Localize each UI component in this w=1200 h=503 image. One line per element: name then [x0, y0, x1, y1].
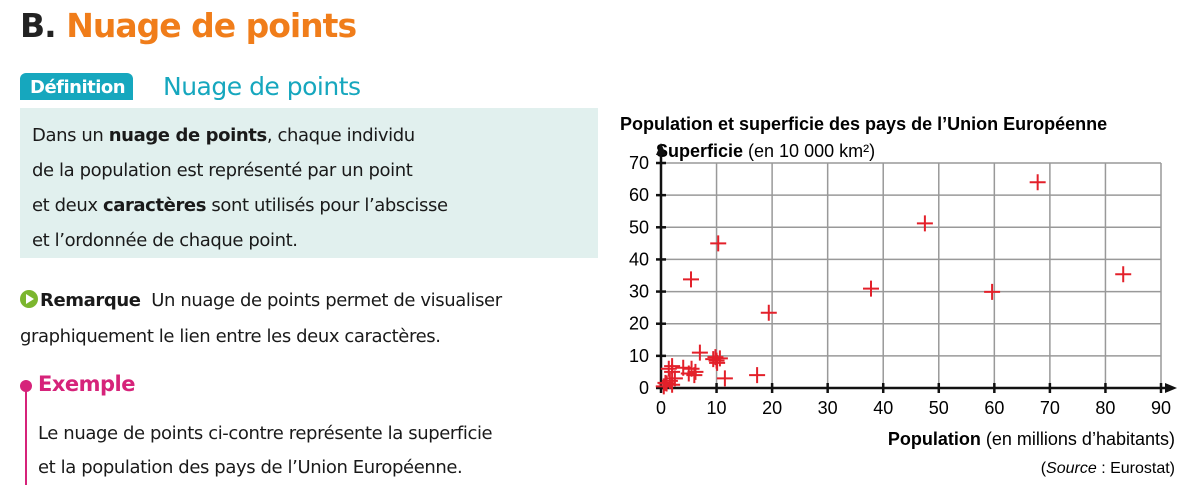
x-tick-label: 0 — [656, 398, 666, 418]
example-bullet-icon — [20, 380, 32, 392]
x-tick-label: 80 — [1095, 398, 1115, 418]
x-axis-label: Population (en millions d’habitants) — [888, 429, 1175, 449]
x-tick-label: 10 — [707, 398, 727, 418]
data-point — [716, 370, 733, 387]
section-title: B. Nuage de points — [20, 6, 357, 45]
x-tick-label: 50 — [929, 398, 949, 418]
data-point — [655, 378, 672, 395]
data-point — [691, 344, 708, 361]
definition-line: et deux caractères sont utilisés pour l’… — [32, 195, 448, 216]
y-tick-label: 0 — [639, 378, 649, 398]
y-tick-label: 40 — [629, 249, 649, 269]
source-note: (Source : Eurostat) — [1041, 460, 1175, 477]
data-point — [760, 304, 777, 321]
remark: Remarque Un nuage de points permet de vi… — [20, 290, 502, 347]
x-tick-label: 60 — [984, 398, 1004, 418]
x-tick-label: 70 — [1040, 398, 1060, 418]
x-axis-arrow-icon — [1165, 383, 1177, 393]
scatter-chart: Population et superficie des pays de l’U… — [620, 114, 1177, 477]
chart-title: Population et superficie des pays de l’U… — [620, 114, 1107, 134]
data-point — [660, 360, 677, 377]
definition-line: de la population est représenté par un p… — [32, 160, 413, 181]
remark-label: Remarque — [40, 290, 141, 311]
data-point — [1029, 174, 1046, 191]
data-point — [707, 349, 724, 366]
definition-box: Dans un nuage de points, chaque individu… — [20, 108, 598, 258]
data-point — [664, 376, 681, 393]
y-tick-label: 50 — [629, 217, 649, 237]
data-point — [984, 283, 1001, 300]
data-point — [687, 363, 704, 380]
y-tick-label: 20 — [629, 314, 649, 334]
data-point — [686, 367, 703, 384]
example-title: Exemple — [38, 372, 136, 396]
data-point — [1115, 266, 1132, 283]
play-icon — [20, 290, 38, 308]
data-point — [675, 359, 692, 376]
example-text: Le nuage de points ci-contre représente … — [38, 423, 493, 478]
y-tick-label: 70 — [629, 153, 649, 173]
example-rule — [25, 385, 27, 485]
y-tick-label: 60 — [629, 185, 649, 205]
definition-line: Dans un nuage de points, chaque individu — [32, 125, 415, 146]
data-point — [710, 235, 727, 252]
x-tick-label: 40 — [873, 398, 893, 418]
data-point — [863, 280, 879, 297]
x-tick-label: 30 — [818, 398, 838, 418]
data-point — [657, 374, 674, 391]
data-point — [749, 367, 766, 384]
y-tick-label: 30 — [629, 282, 649, 302]
y-axis-arrow-icon — [656, 143, 666, 155]
definition-tag: Définition — [20, 73, 134, 100]
data-point — [711, 350, 728, 367]
x-tick-label: 20 — [762, 398, 782, 418]
definition-title: Nuage de points — [163, 72, 361, 101]
data-point — [683, 271, 699, 288]
definition-line: et l’ordonnée de chaque point. — [32, 230, 298, 251]
y-axis-label: Superficie (en 10 000 km²) — [656, 141, 875, 161]
x-tick-label: 90 — [1151, 398, 1171, 418]
y-tick-label: 10 — [629, 346, 649, 366]
data-point — [916, 215, 933, 232]
